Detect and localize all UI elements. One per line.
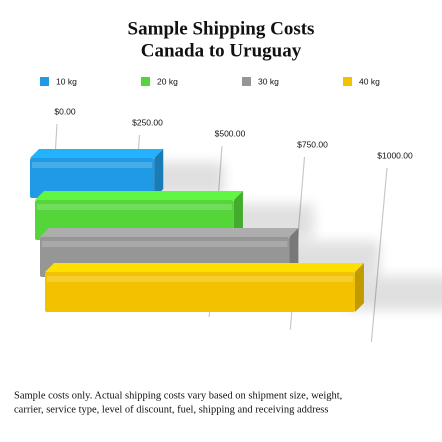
x-tick-label: $500.00 bbox=[215, 128, 246, 138]
bar bbox=[30, 149, 164, 198]
bar-top bbox=[45, 263, 364, 272]
legend-label: 20 kg bbox=[157, 76, 178, 86]
bars bbox=[30, 149, 364, 312]
bar-side bbox=[154, 149, 164, 198]
legend-swatch bbox=[343, 77, 352, 86]
bar-front bbox=[45, 272, 355, 312]
bar-side bbox=[354, 263, 364, 312]
x-tick-label: $250.00 bbox=[132, 117, 163, 127]
legend: 10 kg 20 kg 30 kg 40 kg bbox=[40, 76, 380, 86]
x-tick-label: $1000.00 bbox=[377, 150, 413, 160]
bar-front bbox=[30, 158, 155, 198]
legend-swatch bbox=[242, 77, 251, 86]
footnote: Sample costs only. Actual shipping costs… bbox=[14, 390, 342, 401]
legend-swatch bbox=[141, 77, 150, 86]
bar-side bbox=[233, 191, 243, 240]
bar-top bbox=[40, 228, 299, 237]
legend-label: 40 kg bbox=[359, 76, 380, 86]
bar-highlight bbox=[42, 241, 288, 247]
x-tick-label: $750.00 bbox=[297, 139, 328, 149]
bar bbox=[45, 263, 364, 312]
legend-label: 30 kg bbox=[258, 76, 279, 86]
bar-highlight bbox=[47, 276, 353, 282]
footnote: carrier, service type, level of discount… bbox=[14, 404, 328, 415]
legend-label: 10 kg bbox=[56, 76, 77, 86]
chart-subtitle: Canada to Uruguay bbox=[141, 40, 302, 61]
bar-top bbox=[30, 149, 164, 158]
legend-swatch bbox=[40, 77, 49, 86]
chart-title: Sample Shipping Costs bbox=[128, 18, 315, 39]
bar-highlight bbox=[37, 204, 232, 210]
x-tick-label: $0.00 bbox=[54, 106, 76, 116]
bar-highlight bbox=[32, 162, 153, 168]
bar-top bbox=[35, 191, 243, 200]
